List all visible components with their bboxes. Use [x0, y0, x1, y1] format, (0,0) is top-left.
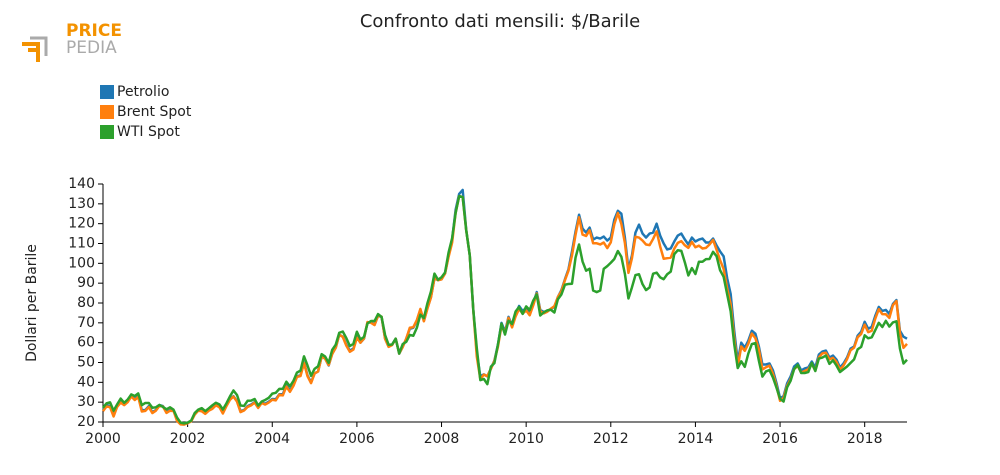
chart-title: Confronto dati mensili: $/Barile: [360, 11, 640, 32]
logo-icon: [22, 42, 40, 62]
logo-icon: [30, 36, 48, 56]
x-tick-label: 2010: [508, 431, 544, 447]
y-tick-label: 40: [77, 374, 95, 390]
x-tick-label: 2012: [593, 431, 629, 447]
legend-label: Brent Spot: [117, 104, 192, 120]
y-tick-label: 110: [68, 236, 95, 252]
x-tick-label: 2000: [85, 431, 121, 447]
y-tick-label: 50: [77, 355, 95, 371]
line: [102, 194, 908, 425]
y-tick-label: 80: [77, 295, 95, 311]
legend-swatch: [100, 125, 114, 139]
x-tick-label: 2006: [339, 431, 375, 447]
x-tick-label: 2004: [254, 431, 290, 447]
y-tick-label: 30: [77, 394, 95, 410]
x-tick-label: 2014: [678, 431, 714, 447]
y-axis-label: Dollari per Barile: [24, 244, 40, 362]
y-tick-label: 60: [77, 335, 95, 351]
x-tick-label: 2002: [170, 431, 206, 447]
y-tick-label: 90: [77, 275, 95, 291]
y-tick-label: 130: [68, 196, 95, 212]
y-tick-label: 70: [77, 315, 95, 331]
logo: PRICE PEDIA: [22, 21, 122, 62]
legend-label: Petrolio: [117, 84, 169, 100]
logo-text: PRICE: [66, 21, 122, 41]
legend-swatch: [100, 85, 114, 99]
y-tick-label: 20: [77, 414, 95, 430]
legend-label: WTI Spot: [117, 124, 180, 140]
legend-swatch: [100, 105, 114, 119]
logo-text: PEDIA: [66, 38, 117, 58]
y-tick-label: 120: [68, 216, 95, 232]
y-tick-label: 100: [68, 255, 95, 271]
x-tick-label: 2018: [847, 431, 883, 447]
y-tick-label: 140: [68, 176, 95, 192]
x-tick-label: 2016: [762, 431, 798, 447]
x-tick-label: 2008: [424, 431, 460, 447]
